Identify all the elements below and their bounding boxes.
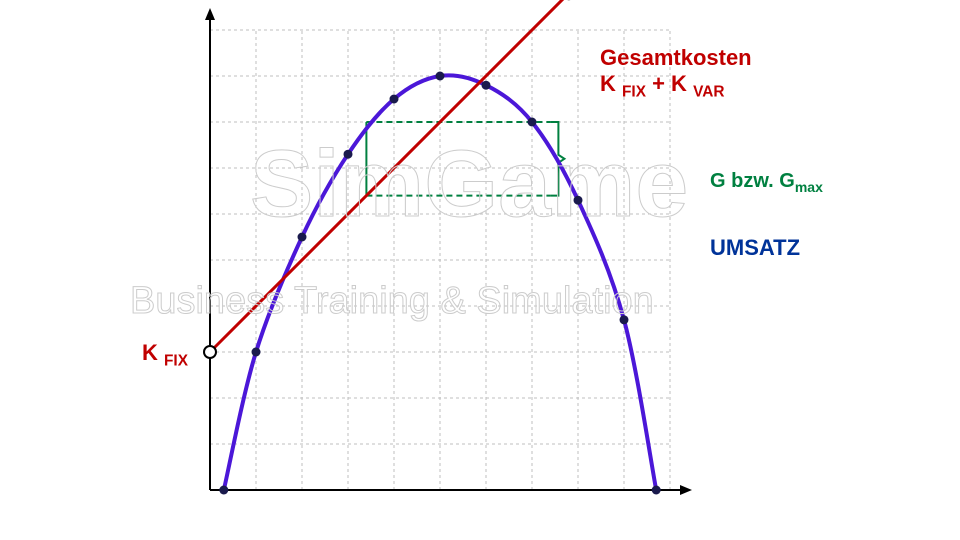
kfix-k: K <box>142 340 158 365</box>
gesamt-plus: + K <box>652 71 687 96</box>
gesamt-fix-sub: FIX <box>622 83 646 100</box>
gesamt-k1: K <box>600 71 616 96</box>
chart-svg <box>0 0 960 540</box>
gesamt-line1: Gesamtkosten <box>600 45 752 71</box>
cost-fix-label: K FIX <box>142 340 188 370</box>
kfix-sub: FIX <box>164 352 188 369</box>
total-cost-label: Gesamtkosten K FIX + K VAR <box>600 45 752 101</box>
profit-label: G bzw. Gmax <box>710 170 823 195</box>
gesamt-var-sub: VAR <box>693 83 724 100</box>
chart-container <box>0 0 960 540</box>
gesamt-line2: K FIX + K VAR <box>600 71 752 101</box>
revenue-label: UMSATZ <box>710 235 800 261</box>
profit-g: G bzw. G <box>710 170 795 192</box>
profit-sub: max <box>795 179 823 195</box>
